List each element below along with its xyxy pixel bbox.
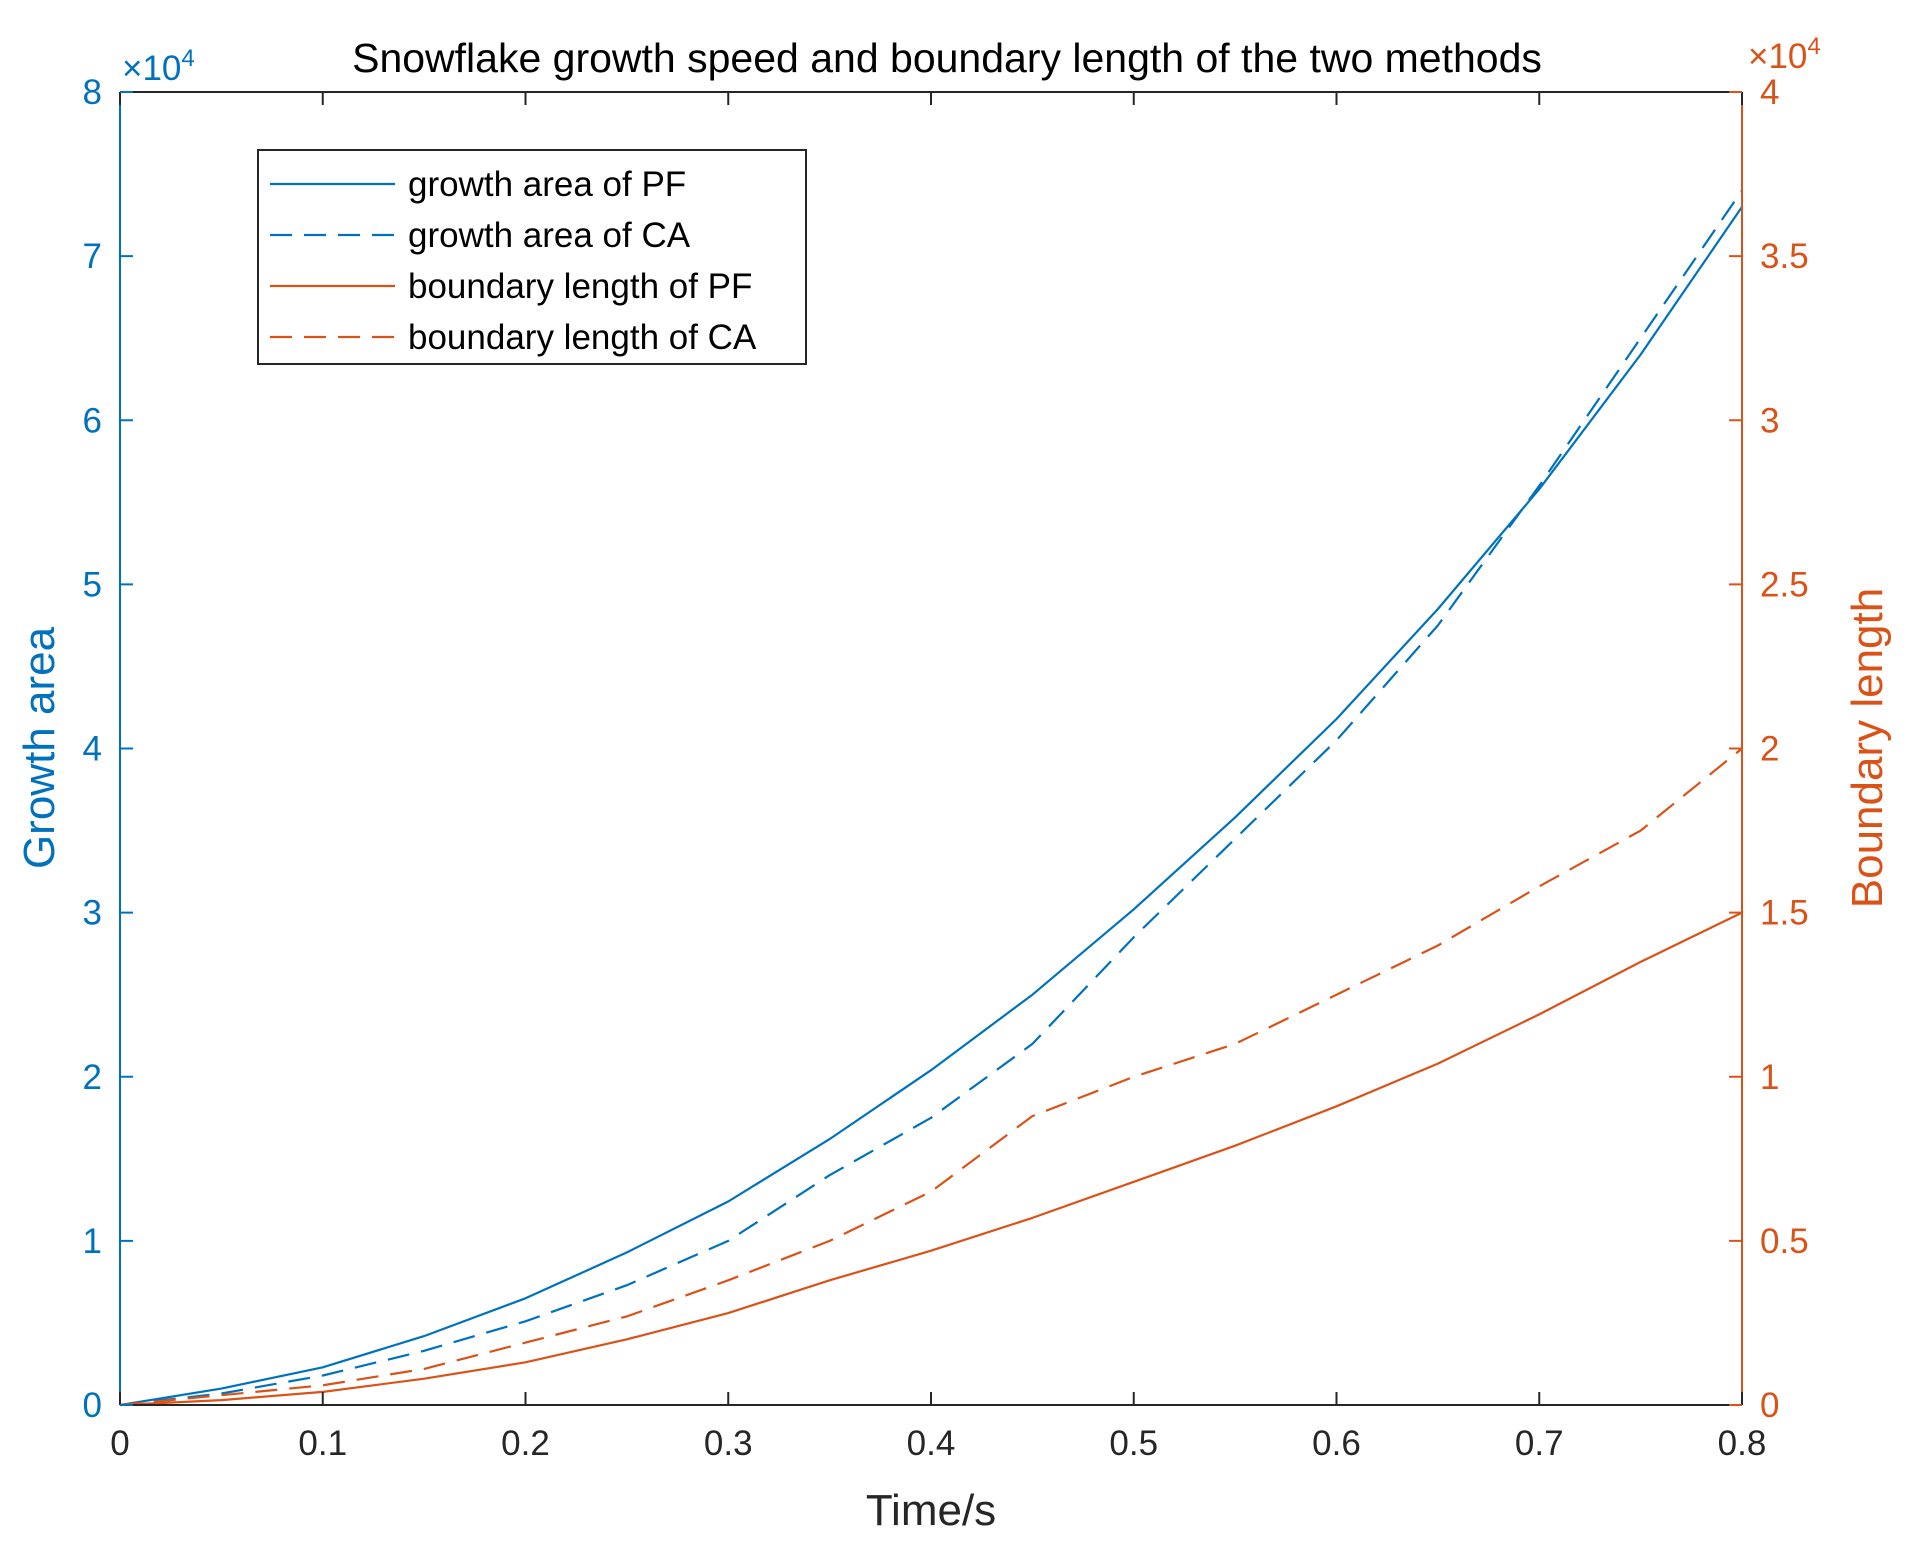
y-right-tick-label: 2 [1760,730,1779,769]
y-right-multiplier: ×104 [1748,33,1821,76]
series-layer [119,189,1743,1407]
series-line-boundary-length-of-ca [119,747,1743,1407]
x-tick-label: 0 [110,1424,129,1463]
y-left-tick-label: 7 [83,237,102,276]
y-left-multiplier: ×104 [122,45,195,88]
x-tick-label: 0.5 [1109,1424,1158,1463]
y-right-tick-label: 0.5 [1760,1222,1809,1261]
x-tick-label: 0.7 [1515,1424,1564,1463]
x-tick-label: 0.3 [704,1424,753,1463]
x-tick-label: 0.2 [501,1424,550,1463]
series-line-boundary-length-of-pf [119,911,1743,1407]
x-tick-label: 0.8 [1718,1424,1767,1463]
legend-label: growth area of CA [408,216,691,255]
y-right-tick-label: 3.5 [1760,237,1809,276]
x-ticks: 0 0.1 0.2 0.3 0.4 0.5 0.6 0.7 0.8 [110,92,1766,1463]
legend-box [257,149,807,365]
y-left-tick-label: 0 [83,1386,102,1425]
y-left-tick-label: 6 [83,401,102,440]
y-right-tick-label: 0 [1760,1386,1779,1425]
axes: 0 0.1 0.2 0.3 0.4 0.5 0.6 0.7 0.8 0 1 2 3 4 5 6 7 8 0 0.5… [83,73,1809,1463]
y-left-tick-label: 2 [83,1058,102,1097]
legend-label: boundary length of PF [408,267,752,306]
legend: growth area of PF growth area of CA bounda… [257,149,807,365]
x-tick-label: 0.4 [907,1424,956,1463]
y-right-tick-label: 1 [1760,1058,1779,1097]
y-right-tick-label: 4 [1760,73,1779,112]
y-left-tick-label: 3 [83,894,102,933]
series-line-growth-area-of-pf [119,206,1743,1407]
y-right-axis-label: Boundary length [1843,588,1892,908]
x-tick-label: 0.6 [1312,1424,1361,1463]
y-right-tick-label: 3 [1760,401,1779,440]
y-left-tick-label: 4 [83,730,102,769]
legend-label: boundary length of CA [408,318,757,357]
y-right-ticks: 0 0.5 1 1.5 2 2.5 3 3.5 4 [1729,73,1809,1425]
chart-title: Snowflake growth speed and boundary leng… [352,35,1542,81]
x-axis-label: Time/s [866,1486,996,1535]
y-right-tick-label: 1.5 [1760,894,1809,933]
y-left-tick-label: 8 [83,73,102,112]
y-left-axis-label: Growth area [15,626,64,869]
y-left-tick-label: 1 [83,1222,102,1261]
series-line-growth-area-of-ca [119,189,1743,1407]
y-left-tick-label: 5 [83,565,102,604]
plot-area [119,189,1743,1407]
x-tick-label: 0.1 [298,1424,347,1463]
y-right-tick-label: 2.5 [1760,565,1809,604]
y-left-ticks: 0 1 2 3 4 5 6 7 8 [83,73,133,1425]
legend-items: growth area of PF growth area of CA bounda… [270,165,757,357]
legend-label: growth area of PF [408,165,686,204]
